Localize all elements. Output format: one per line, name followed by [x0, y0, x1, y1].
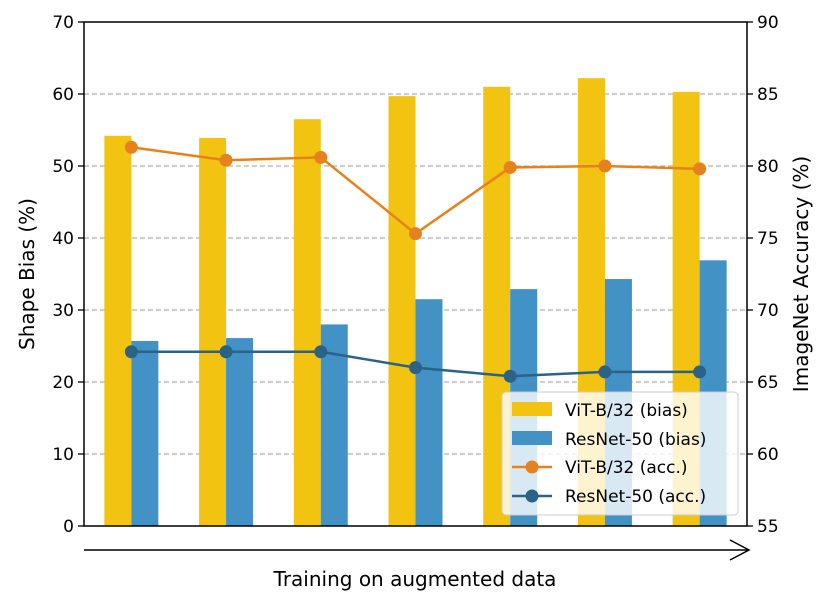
- point-vit-acc-5: [503, 160, 517, 174]
- point-resnet-acc-2: [219, 345, 233, 359]
- point-resnet-acc-7: [693, 365, 707, 379]
- y-tick-label: 0: [63, 517, 74, 537]
- point-vit-acc-7: [693, 162, 707, 176]
- y-axis-label: Shape Bias (%): [15, 198, 39, 350]
- right-axis-ticks: 55 60 65 70 75 80 85 90: [747, 13, 779, 537]
- bar-vit-bias-1: [104, 135, 132, 526]
- y2-tick-label: 75: [757, 229, 779, 249]
- y2-tick-label: 85: [757, 85, 779, 105]
- y2-tick-label: 60: [757, 445, 779, 465]
- point-vit-acc-1: [124, 140, 138, 154]
- line-layer: [124, 140, 707, 383]
- legend-marker-resnet-acc: [525, 489, 539, 503]
- y-tick-label: 30: [52, 301, 74, 321]
- point-resnet-acc-6: [598, 365, 612, 379]
- bar-vit-bias-2: [199, 137, 227, 527]
- legend-label-vit-bias: ViT-B/32 (bias): [565, 401, 688, 421]
- point-resnet-acc-5: [503, 369, 517, 383]
- bar-resnet-bias-3: [320, 324, 348, 526]
- legend-label-resnet-acc: ResNet-50 (acc.): [565, 487, 706, 507]
- bar-resnet-bias-1: [131, 340, 159, 526]
- bar-vit-bias-3: [293, 119, 321, 526]
- y2-tick-label: 80: [757, 157, 779, 177]
- y-tick-label: 20: [52, 373, 74, 393]
- y-tick-label: 70: [52, 13, 74, 33]
- y-tick-label: 60: [52, 85, 74, 105]
- bar-resnet-bias-4: [415, 299, 443, 526]
- y-tick-label: 40: [52, 229, 74, 249]
- y2-tick-label: 55: [757, 517, 779, 537]
- y2-tick-label: 90: [757, 13, 779, 33]
- legend-box: [501, 391, 739, 516]
- left-axis-ticks: 0 10 20 30 40 50 60 70: [52, 13, 84, 537]
- y2-tick-label: 65: [757, 373, 779, 393]
- legend-swatch-resnet-bias: [512, 431, 552, 445]
- x-axis-label: Training on augmented data: [273, 567, 557, 591]
- x-arrow-head: [729, 539, 751, 561]
- plot-frame: [83, 21, 748, 527]
- legend-label-resnet-bias: ResNet-50 (bias): [565, 430, 706, 450]
- point-vit-acc-3: [314, 150, 328, 164]
- y-tick-label: 10: [52, 445, 74, 465]
- legend: ViT-B/32 (bias) ResNet-50 (bias) ViT-B/3…: [501, 391, 739, 516]
- point-resnet-acc-4: [409, 361, 422, 375]
- bar-vit-bias-4: [388, 96, 416, 526]
- legend-label-vit-acc: ViT-B/32 (acc.): [565, 458, 688, 478]
- x-axis-arrow: [84, 539, 751, 561]
- point-vit-acc-2: [219, 153, 233, 167]
- point-vit-acc-6: [598, 159, 612, 173]
- bar-resnet-bias-2: [226, 338, 254, 526]
- y2-axis-label: ImageNet Accuracy (%): [789, 156, 813, 392]
- y2-tick-label: 70: [757, 301, 779, 321]
- point-resnet-acc-1: [124, 345, 138, 359]
- legend-swatch-vit-bias: [512, 402, 552, 416]
- point-vit-acc-4: [409, 227, 422, 241]
- legend-marker-vit-acc: [525, 460, 539, 474]
- point-resnet-acc-3: [314, 345, 328, 359]
- y-tick-label: 50: [52, 157, 74, 177]
